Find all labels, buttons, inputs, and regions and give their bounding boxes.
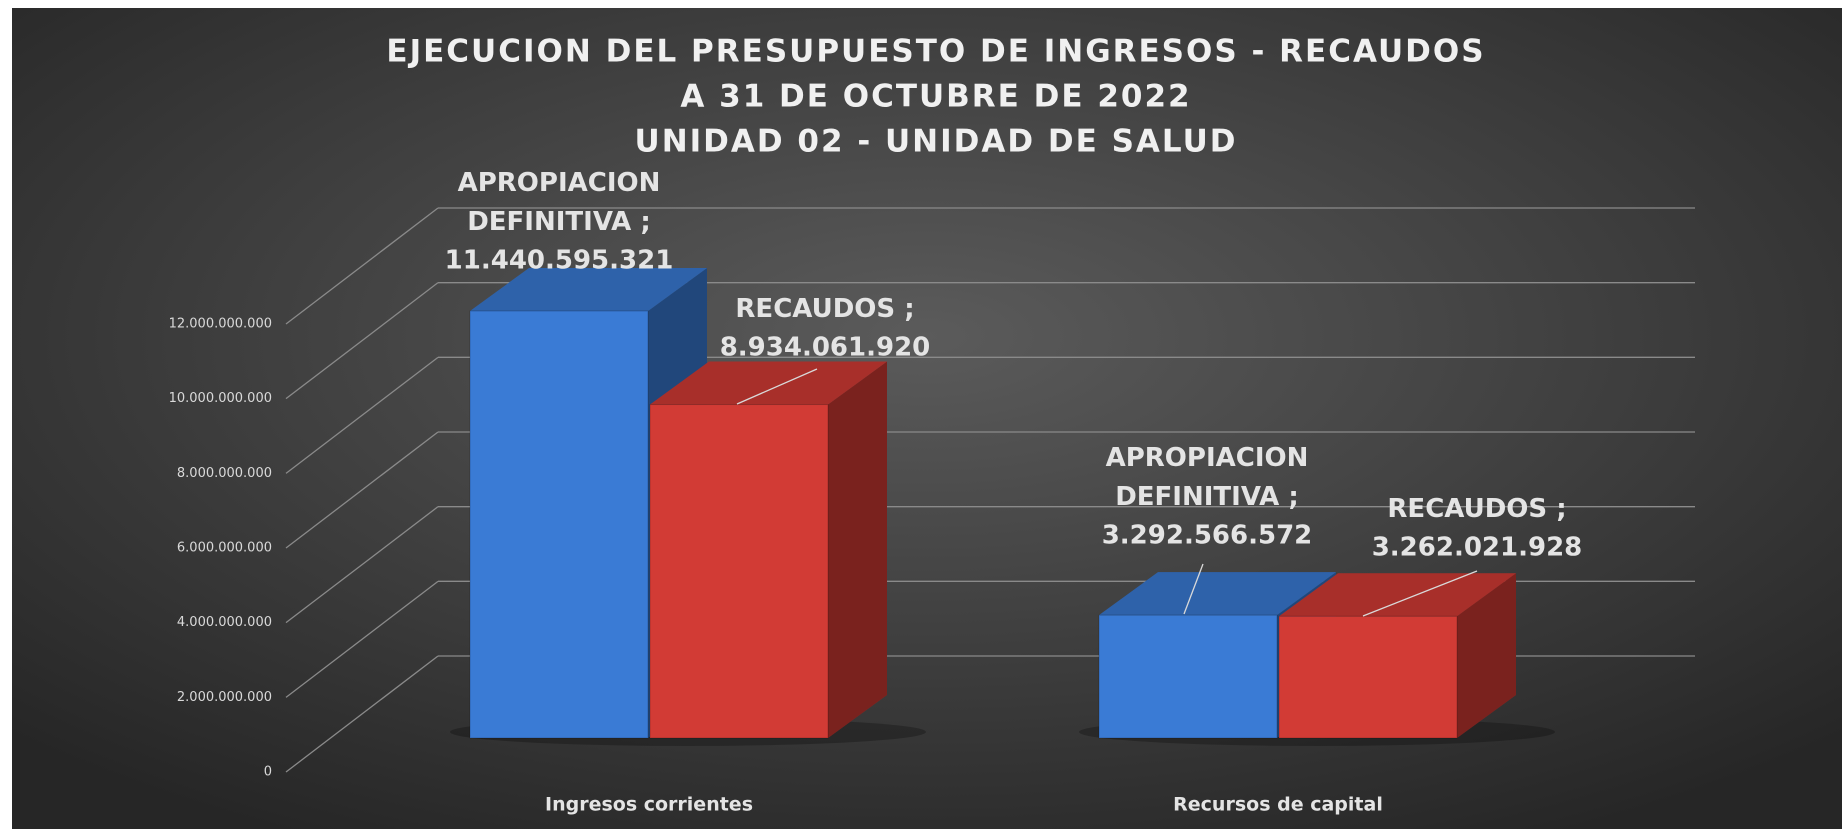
shade [470,268,707,311]
series-name: APROPIACION [458,168,661,198]
y-tick-label: 0 [264,765,272,780]
separator: ; [1288,482,1298,512]
data-label: 11.440.595.321 [445,246,674,276]
bar-side [828,361,887,738]
bar-side [1457,573,1516,738]
grid-line [285,580,439,698]
bar [1278,615,1458,739]
bar [469,310,649,739]
y-tick-label: 10.000.000.000 [169,391,272,406]
leader-line [1183,563,1204,615]
x-tick-label: Recursos de capital [1173,794,1383,816]
data-label: 3.292.566.572 [1102,521,1313,551]
bar [1098,614,1278,739]
separator [895,294,904,324]
separator [1547,494,1556,524]
bar [649,404,829,739]
series-name: RECAUDOS [735,294,895,324]
data-label: 3.262.021.928 [1372,533,1583,563]
leader-line [736,368,818,405]
y-tick-label: 2.000.000.000 [177,690,272,705]
grid-line [285,655,439,773]
y-tick-label: 4.000.000.000 [177,615,272,630]
background [12,8,1842,829]
bar-top [1279,573,1516,617]
chart-title: A 31 DE OCTUBRE DE 2022 [680,79,1191,115]
data-label: APROPIACION [458,168,661,198]
grid-line [285,207,439,325]
data-label: DEFINITIVA ; [467,207,651,237]
chart-title: EJECUCION DEL PRESUPUESTO DE INGRESOS - … [386,34,1485,70]
x-tick-label: Ingresos corrientes [545,794,753,816]
separator [631,207,640,237]
data-label: DEFINITIVA ; [1115,482,1299,512]
series-name: DEFINITIVA [1115,482,1279,512]
series-name: APROPIACION [1106,443,1309,473]
y-tick-label: 6.000.000.000 [177,541,272,556]
shade [1279,573,1516,617]
data-label: 8.934.061.920 [720,333,931,363]
shade [1099,572,1336,616]
data-label: APROPIACION [1106,443,1309,473]
grid-line [285,506,439,624]
y-tick-label: 12.000.000.000 [169,317,272,332]
grid-line [285,356,439,474]
leader-line [1362,570,1478,617]
shade [1457,573,1516,738]
separator [1279,482,1288,512]
separator: ; [640,207,650,237]
y-tick-label: 8.000.000.000 [177,466,272,481]
grid-line [285,282,439,400]
grid-line [285,431,439,549]
shade [650,361,887,405]
data-label: RECAUDOS ; [1387,494,1566,524]
series-name: DEFINITIVA [467,207,631,237]
bar-top [470,268,707,311]
bar-top [1099,572,1336,616]
series-name: RECAUDOS [1387,494,1547,524]
shade [828,361,887,738]
separator: ; [904,294,914,324]
chart-title: UNIDAD 02 - UNIDAD DE SALUD [635,124,1238,160]
separator: ; [1556,494,1566,524]
bar-top [650,361,887,405]
data-label: RECAUDOS ; [735,294,914,324]
